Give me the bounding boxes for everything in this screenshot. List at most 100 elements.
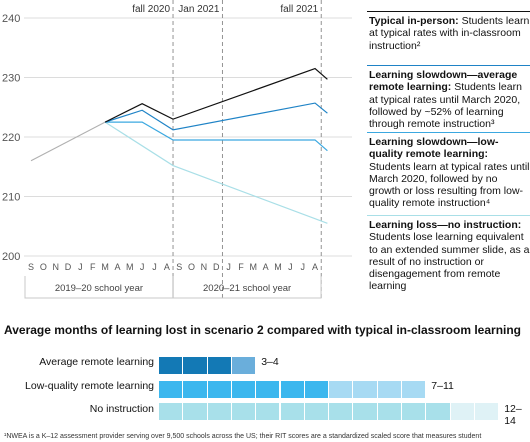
legend-entry: Learning slowdown—average remote learnin… (367, 65, 530, 131)
legend-text: Students learn at typical rates until Ma… (369, 160, 530, 210)
legend-title: Learning loss—no instruction: (369, 219, 522, 231)
bar-segment (329, 381, 353, 398)
bar-segment (353, 381, 377, 398)
bar-segment (377, 403, 401, 420)
bar-segment (377, 381, 401, 398)
legend-title: Learning slowdown—low-quality remote lea… (369, 136, 499, 161)
bar-label-low-quality-remote: Low-quality remote learning (25, 380, 154, 392)
legend-color-rule (367, 215, 530, 216)
gridlines (24, 17, 352, 257)
bar-segment (231, 381, 256, 398)
bar-segment (353, 403, 377, 420)
y-tick-label: 200 (2, 251, 20, 263)
x-tick-label: J (78, 262, 83, 272)
bar-segment (280, 403, 304, 420)
bar-label-average-remote: Average remote learning (39, 356, 154, 368)
bar-range-low-quality-remote: 7–11 (431, 380, 454, 392)
x-tick-label: A (114, 262, 120, 272)
marker-label: Jan 2021 (178, 4, 220, 15)
legend-text: Students lose learning equivalent to an … (369, 231, 530, 293)
x-tick-label: A (164, 262, 170, 272)
bar-label-no-instruction: No instruction (89, 403, 154, 415)
bar-segment (159, 357, 183, 374)
series-line (104, 67, 328, 123)
x-tick-label: M (101, 262, 109, 272)
y-axis-ticks: 240 230 220 210 200 (2, 13, 20, 263)
series-line-shared (30, 121, 106, 162)
x-tick-label: J (152, 262, 157, 272)
bar-segment (402, 403, 426, 420)
marker-label: fall 2021 (280, 4, 318, 15)
x-tick-label: N (52, 262, 59, 272)
group-label: 2019–20 school year (55, 283, 143, 294)
bar-segment (183, 381, 207, 398)
series-line (105, 121, 328, 152)
time-markers: fall 2020 Jan 2021 fall 2021 (132, 0, 322, 300)
bar-segment (304, 381, 329, 398)
x-tick-label: F (90, 262, 96, 272)
legend-color-rule (367, 11, 530, 12)
x-tick-label: J (226, 262, 231, 272)
x-tick-label: N (201, 262, 208, 272)
x-tick-label: M (126, 262, 134, 272)
series-line (104, 102, 328, 131)
x-tick-label: M (250, 262, 258, 272)
bar-segment (329, 403, 353, 420)
bar-segment (402, 381, 426, 398)
bar-segment (207, 381, 231, 398)
bar-chart-title: Average months of learning lost in scena… (4, 323, 522, 337)
legend-entry: Learning slowdown—low-quality remote lea… (367, 132, 530, 210)
y-tick-label: 210 (2, 192, 20, 204)
school-year-groups: 2019–20 school year 2020–21 school year (24, 276, 322, 299)
legend-title: Learning slowdown—average remote learnin… (369, 69, 518, 94)
bar-segment (280, 381, 304, 398)
bar-segment (183, 403, 207, 420)
bar-segment (304, 403, 329, 420)
bar-range-no-instruction: 12–14 (504, 403, 522, 427)
legend-color-rule (367, 132, 530, 133)
bar-segment (474, 403, 499, 420)
x-tick-label: O (188, 262, 195, 272)
y-tick-label: 220 (2, 132, 20, 144)
bar-segment (183, 357, 207, 374)
x-tick-label: S (176, 262, 182, 272)
x-tick-label: J (300, 262, 305, 272)
bar-segment (231, 403, 256, 420)
bar-segment (159, 403, 183, 420)
group-bracket (172, 276, 322, 299)
x-tick-label: J (140, 262, 145, 272)
bar-range-average-remote: 3–4 (261, 356, 279, 368)
x-tick-label: D (213, 262, 220, 272)
x-tick-label: A (312, 262, 318, 272)
legend-entry: Typical in-person: Students learn at typ… (367, 11, 530, 52)
legend-entry: Learning loss—no instruction: Students l… (367, 215, 530, 293)
series-line (104, 121, 328, 224)
bar-segment (256, 403, 280, 420)
x-tick-label: D (65, 262, 72, 272)
x-tick-label: J (288, 262, 293, 272)
y-tick-label: 240 (2, 13, 20, 25)
legend-color-rule (367, 65, 530, 66)
bar-segment (159, 381, 183, 398)
marker-label: fall 2020 (132, 4, 170, 15)
x-tick-label: A (263, 262, 269, 272)
bar-segment (231, 357, 256, 374)
series-lines (30, 67, 328, 224)
y-tick-label: 230 (2, 73, 20, 85)
legend-title: Typical in-person: (369, 15, 459, 27)
footnote: ¹NWEA is a K–12 assessment provider serv… (4, 433, 482, 440)
bar-segment (207, 357, 231, 374)
x-tick-label: M (274, 262, 282, 272)
bar-segment (450, 403, 474, 420)
group-label: 2020–21 school year (203, 283, 291, 294)
x-tick-label: O (40, 262, 47, 272)
bar-segment (256, 381, 280, 398)
bar-segment (426, 403, 450, 420)
bar-segment (207, 403, 231, 420)
x-tick-label: F (238, 262, 244, 272)
x-tick-label: S (28, 262, 34, 272)
legend-text: Students learn at typical rates until Ma… (369, 81, 522, 131)
legend-text: Students learn at typical rates with in-… (369, 15, 530, 52)
